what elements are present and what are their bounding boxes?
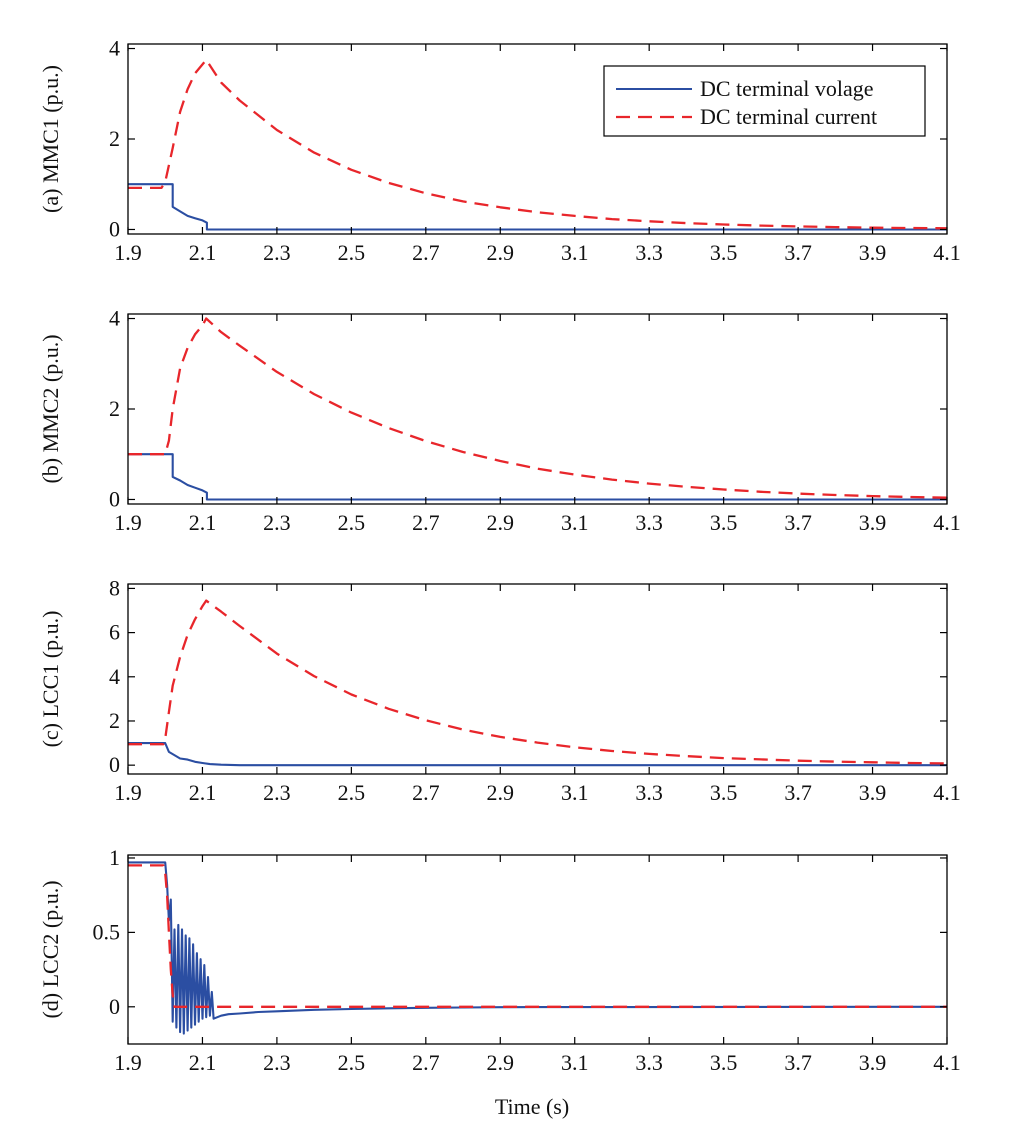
y-tick-label: 0: [109, 994, 120, 1019]
y-tick-label: 4: [109, 36, 120, 61]
x-tick-label: 3.1: [561, 240, 589, 265]
x-tick-label: 3.3: [635, 780, 663, 805]
series-line-voltage: [128, 453, 947, 501]
x-tick-label: 2.9: [487, 1050, 515, 1075]
chart-panel-d: 1.9 2.1 2.3 2.5 2.7 2.9 3.1 3.3 3.5 3.7 3.9 4.1 0 0.5…: [38, 845, 961, 1075]
x-tick-label: 2.3: [263, 240, 291, 265]
x-tick-label: 2.1: [189, 510, 217, 535]
y-tick-label: 4: [109, 306, 120, 331]
legend-entry-current: DC terminal current: [700, 104, 877, 129]
y-tick-label: 2: [109, 708, 120, 733]
y-tick-label: 0.5: [93, 919, 121, 944]
x-tick-label: 2.7: [412, 240, 440, 265]
legend-entry-voltage: DC terminal volage: [700, 76, 874, 101]
x-tick-label: 2.9: [487, 510, 515, 535]
x-tick-label: 1.9: [114, 1050, 142, 1075]
series-line-current: [128, 864, 947, 1008]
y-axis-title: (a) MMC1 (p.u.): [38, 65, 63, 213]
x-tick-label: 2.5: [338, 1050, 366, 1075]
x-tick-label: 3.9: [859, 780, 887, 805]
chart-panel-c: 1.9 2.1 2.3 2.5 2.7 2.9 3.1 3.3 3.5 3.7 3.9 4.1 0 2 4 6…: [38, 575, 961, 805]
y-tick-label: 2: [109, 126, 120, 151]
x-tick-label: 2.3: [263, 510, 291, 535]
y-tick-label: 4: [109, 664, 120, 689]
y-axis-title: (d) LCC2 (p.u.): [38, 880, 63, 1018]
x-tick-label: 2.5: [338, 510, 366, 535]
chart-panel-b: 1.9 2.1 2.3 2.5 2.7 2.9 3.1 3.3 3.5 3.7 3.9 4.1 0 2 4 (…: [38, 306, 961, 535]
y-axis-title: (b) MMC2 (p.u.): [38, 334, 63, 483]
x-tick-label: 3.9: [859, 510, 887, 535]
x-tick-label: 3.5: [710, 240, 738, 265]
chart-panel-a: 1.9 2.1 2.3 2.5 2.7 2.9 3.1 3.3 3.5 3.7 3.9 4.1 0 2 4 (…: [38, 36, 961, 265]
x-tick-label: 3.1: [561, 510, 589, 535]
x-tick-label: 3.5: [710, 780, 738, 805]
x-tick-label: 3.5: [710, 510, 738, 535]
y-tick-label: 2: [109, 396, 120, 421]
x-tick-label: 3.3: [635, 1050, 663, 1075]
x-tick-label: 4.1: [933, 240, 961, 265]
x-tick-label: 3.7: [784, 240, 812, 265]
x-tick-label: 1.9: [114, 780, 142, 805]
x-tick-label: 3.9: [859, 1050, 887, 1075]
legend: DC terminal volage DC terminal current: [603, 65, 926, 137]
x-tick-label: 3.3: [635, 510, 663, 535]
x-tick-label: 3.3: [635, 240, 663, 265]
plot-frame: [127, 583, 948, 775]
x-tick-label: 3.7: [784, 1050, 812, 1075]
y-tick-label: 8: [109, 575, 120, 600]
x-tick-label: 2.3: [263, 1050, 291, 1075]
plot-frame: [127, 854, 948, 1045]
x-tick-label: 2.5: [338, 240, 366, 265]
x-tick-label: 3.1: [561, 780, 589, 805]
x-tick-label: 2.9: [487, 240, 515, 265]
x-tick-label: 3.7: [784, 780, 812, 805]
x-tick-label: 2.5: [338, 780, 366, 805]
series-line-voltage: [128, 183, 947, 231]
x-tick-label: 2.1: [189, 1050, 217, 1075]
series-line-voltage: [128, 742, 947, 767]
x-tick-label: 4.1: [933, 1050, 961, 1075]
x-tick-label: 3.1: [561, 1050, 589, 1075]
series-line-current: [128, 599, 947, 765]
x-tick-label: 2.1: [189, 240, 217, 265]
x-tick-label: 2.3: [263, 780, 291, 805]
x-tick-label: 3.9: [859, 240, 887, 265]
x-tick-label: 1.9: [114, 240, 142, 265]
y-tick-label: 0: [109, 752, 120, 777]
x-tick-label: 4.1: [933, 510, 961, 535]
y-tick-label: 0: [109, 216, 120, 241]
x-axis-title: Time (s): [495, 1094, 569, 1119]
y-tick-label: 1: [109, 845, 120, 870]
y-tick-label: 6: [109, 620, 120, 645]
x-tick-label: 2.9: [487, 780, 515, 805]
x-tick-label: 2.7: [412, 1050, 440, 1075]
x-tick-label: 2.7: [412, 780, 440, 805]
x-tick-label: 3.5: [710, 1050, 738, 1075]
series-line-current: [128, 58, 947, 230]
legend-box: [603, 65, 926, 137]
x-tick-label: 4.1: [933, 780, 961, 805]
series-line-current: [128, 317, 947, 499]
x-tick-label: 3.7: [784, 510, 812, 535]
y-tick-label: 0: [109, 486, 120, 511]
plot-frame: [127, 313, 948, 505]
x-tick-label: 2.7: [412, 510, 440, 535]
x-tick-label: 2.1: [189, 780, 217, 805]
series-line-voltage: [128, 861, 947, 1035]
y-axis-title: (c) LCC1 (p.u.): [38, 611, 63, 748]
x-tick-label: 1.9: [114, 510, 142, 535]
